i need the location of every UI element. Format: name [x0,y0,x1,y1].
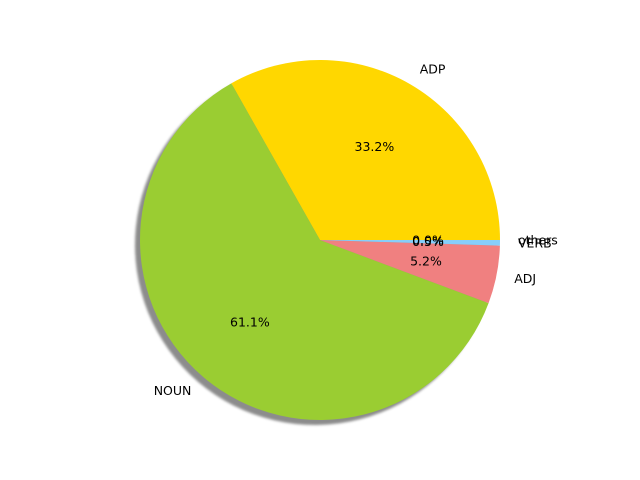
pie-label-others: others [518,233,558,248]
pie-percent-adj: 5.2% [410,253,442,268]
pie-labels: ADP 33.2% NOUN 61.1% ADJ 5.2% VERB 0.5% others 0.… [154,61,558,398]
pie-wedges [140,59,500,421]
pie-slice-adj [320,240,500,304]
pie-percent-noun: 61.1% [230,315,270,330]
pie-percent-adp: 33.2% [355,139,395,154]
pie-label-noun: NOUN [154,383,192,398]
pie-slice-noun [140,83,489,421]
pie-label-adp: ADP [420,61,446,76]
pie-label-adj: ADJ [514,271,536,286]
pie-slice-verb [320,240,500,246]
pie-slice-adp [231,59,500,240]
pie-percent-verb: 0.5% [412,234,444,249]
pie-percent-others: 0.0% [412,233,444,248]
pie-label-verb: VERB [518,236,552,251]
